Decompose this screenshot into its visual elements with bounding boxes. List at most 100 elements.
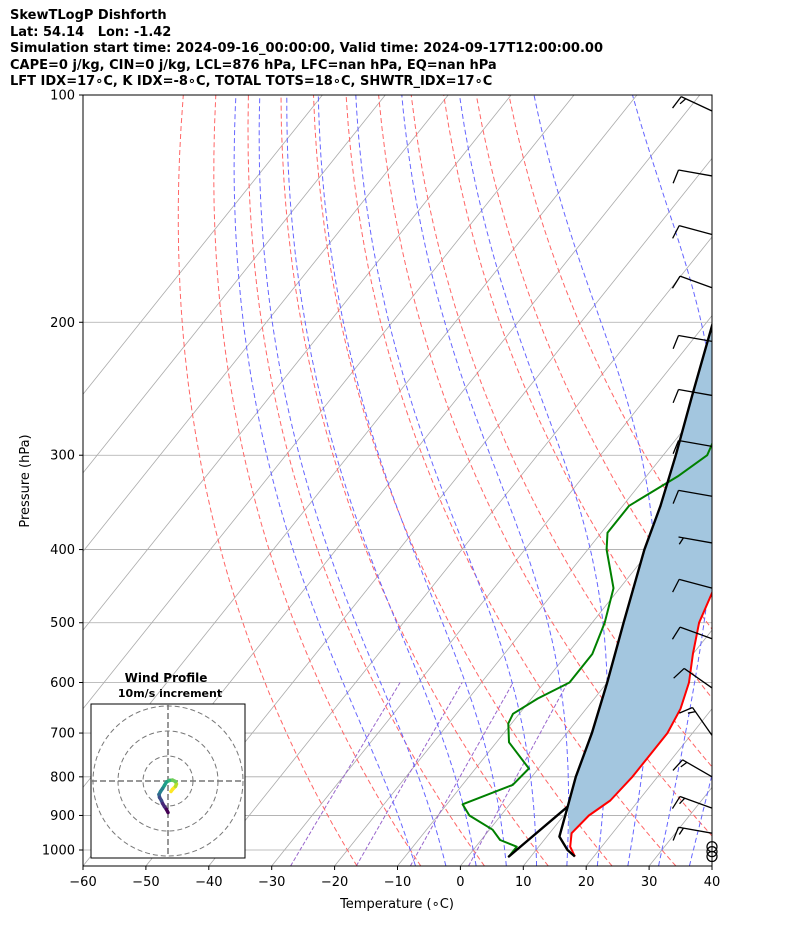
moist-adiabat-line: [401, 95, 570, 866]
parcel-area-shading: [567, 325, 712, 847]
wind-barb-half-feather: [679, 797, 686, 805]
title-station: SkewTLogP Dishforth: [10, 8, 167, 23]
x-tick-label: 10: [515, 875, 532, 890]
wind-barb-shaft: [678, 489, 713, 497]
moist-adiabat-line: [632, 95, 712, 866]
wind-barb-half-feather: [678, 537, 684, 545]
cape-cin-shading: [567, 325, 712, 847]
x-tick-label: −50: [132, 875, 159, 890]
wind-barb-full-feather: [672, 579, 680, 593]
wind-barb-full-feather: [672, 96, 682, 109]
y-tick-label: 700: [50, 727, 75, 742]
wind-barb-full-feather: [672, 827, 680, 841]
y-tick-label: 500: [50, 616, 75, 631]
y-axis-label: Pressure (hPa): [18, 434, 33, 527]
dry-adiabat-line: [378, 95, 712, 837]
isotherm-line: [83, 95, 512, 631]
wind-barb: [672, 334, 713, 349]
mixing-ratio-line: [409, 682, 514, 866]
isotherm-line: [585, 708, 712, 866]
wind-barb-shaft: [678, 225, 713, 236]
title-block: SkewTLogP Dishforth Lat: 54.14 Lon: -1.4…: [10, 8, 790, 91]
wind-barb: [671, 795, 713, 809]
y-tick-label: 600: [50, 676, 75, 691]
wind-barb: [672, 96, 713, 112]
hodograph-segment: [164, 807, 170, 815]
x-tick-label: −30: [258, 875, 285, 890]
y-tick-label: 400: [50, 543, 75, 558]
title-times: Simulation start time: 2024-09-16_00:00:…: [10, 41, 603, 56]
wind-barb-shaft: [682, 759, 713, 778]
wind-barb-shaft: [678, 439, 713, 448]
wind-barb-full-feather: [672, 169, 680, 184]
wind-barb-full-feather: [672, 440, 680, 454]
wind-barb-shaft: [678, 826, 713, 834]
wind-barb-shaft: [691, 707, 713, 736]
wind-barb: [673, 667, 713, 689]
wind-barb: [672, 439, 713, 454]
mixing-ratio-line: [355, 682, 463, 866]
wind-barb-shaft: [679, 795, 713, 809]
isotherm-line: [334, 393, 712, 866]
x-tick-label: 0: [456, 875, 464, 890]
wind-barb-half-feather: [687, 710, 696, 714]
wind-barb-full-feather: [673, 667, 685, 679]
y-axis-ticks: 100 200 300 400 500 600 700 800 900 1000: [42, 89, 83, 859]
mixing-ratio-line: [290, 682, 401, 866]
x-tick-label: 30: [641, 875, 658, 890]
moist-adiabat-line: [286, 95, 477, 866]
wind-barb-full-feather: [671, 796, 681, 809]
y-tick-label: 200: [50, 316, 75, 331]
wind-barb: [672, 578, 713, 593]
moist-adiabat-line: [317, 95, 507, 866]
x-tick-label: −40: [195, 875, 222, 890]
dry-adiabat-line: [177, 95, 358, 866]
y-tick-label: 800: [50, 770, 75, 785]
wind-barb: [671, 626, 713, 640]
wind-barb-shaft: [678, 169, 713, 177]
isotherm-line: [711, 865, 712, 866]
wind-barb: [672, 489, 713, 504]
title-location: Lat: 54.14 Lon: -1.42: [10, 24, 172, 40]
mixing-ratio-line: [468, 682, 569, 866]
isotherm-line: [271, 314, 712, 866]
wind-barb: [672, 225, 713, 239]
dry-adiabat-line: [475, 95, 712, 631]
isotherm-line: [208, 236, 712, 866]
y-tick-label: 300: [50, 449, 75, 464]
wind-barb-full-feather: [672, 335, 680, 349]
wind-barb-full-feather: [671, 275, 681, 289]
wind-barb-shaft: [683, 667, 713, 689]
wind-barb-half-feather: [679, 98, 687, 105]
wind-barb: [678, 536, 713, 545]
dry-adiabat-line: [213, 95, 422, 866]
wind-barb-shaft: [678, 388, 713, 397]
mixing-ratio-lines: [290, 682, 569, 866]
dry-adiabat-line: [247, 95, 485, 866]
y-tick-label: 100: [50, 89, 75, 104]
moist-adiabat-line: [459, 95, 608, 866]
wind-barb-full-feather: [672, 490, 680, 504]
title-cape-indices: CAPE=0 j/kg, CIN=0 j/kg, LCL=876 hPa, LF…: [10, 57, 497, 73]
wind-barb-shaft: [678, 536, 713, 544]
wind-barb-half-feather: [678, 827, 684, 835]
isotherm-line: [83, 95, 575, 710]
hodograph-subtitle: 10m/s increment: [118, 687, 222, 700]
moist-adiabat-line: [233, 95, 416, 866]
dry-adiabat-line: [345, 95, 677, 866]
wind-barb-shaft: [678, 578, 713, 589]
y-tick-label: 900: [50, 809, 75, 824]
x-axis-ticks: −60 −50 −40 −30 −20 −10 0 10 20 30 40: [69, 866, 720, 890]
moist-adiabat-line: [533, 95, 657, 866]
wind-barb-shaft: [680, 96, 713, 112]
isotherm-line: [83, 95, 449, 553]
wind-barb-shaft: [678, 334, 713, 343]
dewpoint-line: [461, 441, 712, 858]
wind-barb-full-feather: [679, 706, 693, 714]
isotherm-line: [522, 629, 712, 866]
y-tick-label: 1000: [42, 844, 75, 859]
wind-barb-half-feather: [680, 761, 688, 768]
wind-barb: [672, 826, 713, 841]
wind-barb: [672, 388, 713, 404]
